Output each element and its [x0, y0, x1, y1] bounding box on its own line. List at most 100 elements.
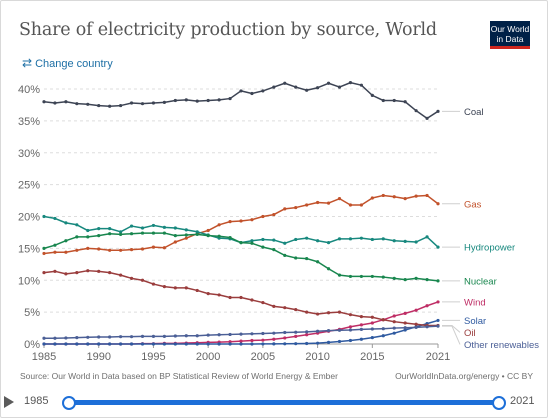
y-tick-label: 0% — [24, 339, 40, 351]
data-point — [206, 234, 210, 238]
data-point — [108, 104, 112, 108]
data-point — [425, 278, 429, 282]
data-point — [42, 342, 46, 346]
timeline-start-label: 1985 — [24, 395, 49, 407]
data-point — [305, 236, 309, 240]
data-point — [64, 342, 68, 346]
data-point — [359, 327, 363, 331]
data-point — [348, 313, 353, 317]
data-point — [108, 232, 112, 236]
data-point — [337, 85, 342, 89]
data-point — [64, 239, 68, 243]
data-point — [294, 85, 298, 89]
data-point — [151, 282, 156, 286]
data-point — [436, 245, 440, 249]
data-point — [272, 304, 276, 308]
data-point — [337, 197, 342, 201]
data-point — [162, 100, 166, 104]
data-point — [294, 256, 298, 260]
data-point — [272, 212, 276, 217]
data-point — [42, 336, 46, 340]
data-point — [75, 248, 79, 252]
data-point — [86, 335, 90, 339]
data-point — [326, 329, 331, 333]
credit-link[interactable]: OurWorldInData.org/energy • CC BY — [395, 371, 533, 381]
data-point — [359, 83, 363, 87]
data-point — [75, 102, 79, 106]
data-point — [283, 241, 287, 245]
data-point — [392, 314, 396, 318]
data-point — [140, 334, 145, 338]
data-point — [42, 100, 46, 104]
data-point — [239, 342, 243, 346]
play-icon[interactable] — [4, 396, 14, 408]
owid-logo[interactable]: Our World in Data — [490, 21, 530, 49]
data-point — [129, 342, 134, 346]
data-point — [97, 103, 101, 108]
data-point — [403, 326, 407, 330]
y-tick-label: 10% — [18, 275, 40, 287]
change-country-button[interactable]: ⇄ Change country — [22, 56, 113, 70]
data-point — [228, 295, 232, 300]
data-point — [337, 273, 342, 277]
data-point — [86, 269, 90, 273]
data-point — [337, 339, 342, 344]
data-point — [414, 109, 418, 113]
data-point — [370, 93, 374, 97]
data-point — [86, 228, 90, 233]
data-point — [75, 342, 79, 346]
data-point — [326, 311, 331, 315]
data-point — [272, 238, 276, 242]
data-point — [283, 342, 287, 346]
data-point — [162, 246, 166, 250]
data-point — [261, 245, 265, 249]
data-point — [119, 342, 123, 346]
data-point — [75, 271, 79, 275]
data-point — [305, 88, 309, 92]
data-point — [217, 293, 221, 297]
data-point — [326, 201, 331, 205]
data-point — [119, 335, 123, 339]
data-point — [86, 342, 90, 346]
data-point — [151, 223, 156, 228]
data-point — [173, 342, 177, 346]
data-point — [392, 195, 396, 199]
data-point — [403, 197, 407, 201]
data-point — [283, 253, 287, 257]
data-point — [326, 81, 331, 85]
data-point — [305, 333, 309, 337]
data-point — [414, 194, 418, 198]
data-point — [75, 336, 79, 340]
swap-arrows-icon: ⇄ — [22, 56, 33, 70]
data-point — [97, 247, 101, 251]
data-point — [425, 304, 429, 308]
data-point — [370, 274, 374, 279]
series-label: Solar — [464, 316, 486, 327]
data-point — [316, 312, 320, 316]
data-point — [217, 98, 221, 102]
data-point — [195, 342, 199, 346]
data-point — [53, 250, 57, 254]
data-point — [414, 308, 418, 312]
series-label: Nuclear — [464, 276, 497, 287]
source-note[interactable]: Source: Our World in Data based on BP St… — [20, 371, 338, 381]
data-point — [75, 223, 79, 227]
data-point — [403, 278, 407, 282]
data-point — [162, 334, 166, 338]
data-point — [403, 311, 407, 315]
timeline-end-handle[interactable] — [492, 396, 506, 410]
data-point — [348, 203, 353, 207]
timeline-track[interactable] — [70, 400, 502, 405]
timeline-start-handle[interactable] — [62, 396, 76, 410]
data-point — [217, 333, 221, 337]
data-point — [239, 219, 243, 223]
data-point — [206, 228, 210, 233]
data-point — [436, 202, 440, 206]
data-point — [359, 314, 363, 319]
data-point — [348, 338, 353, 343]
data-point — [381, 275, 385, 279]
data-point — [414, 322, 418, 326]
y-tick-label: 40% — [18, 84, 40, 96]
data-point — [140, 247, 145, 251]
data-point — [250, 218, 254, 222]
